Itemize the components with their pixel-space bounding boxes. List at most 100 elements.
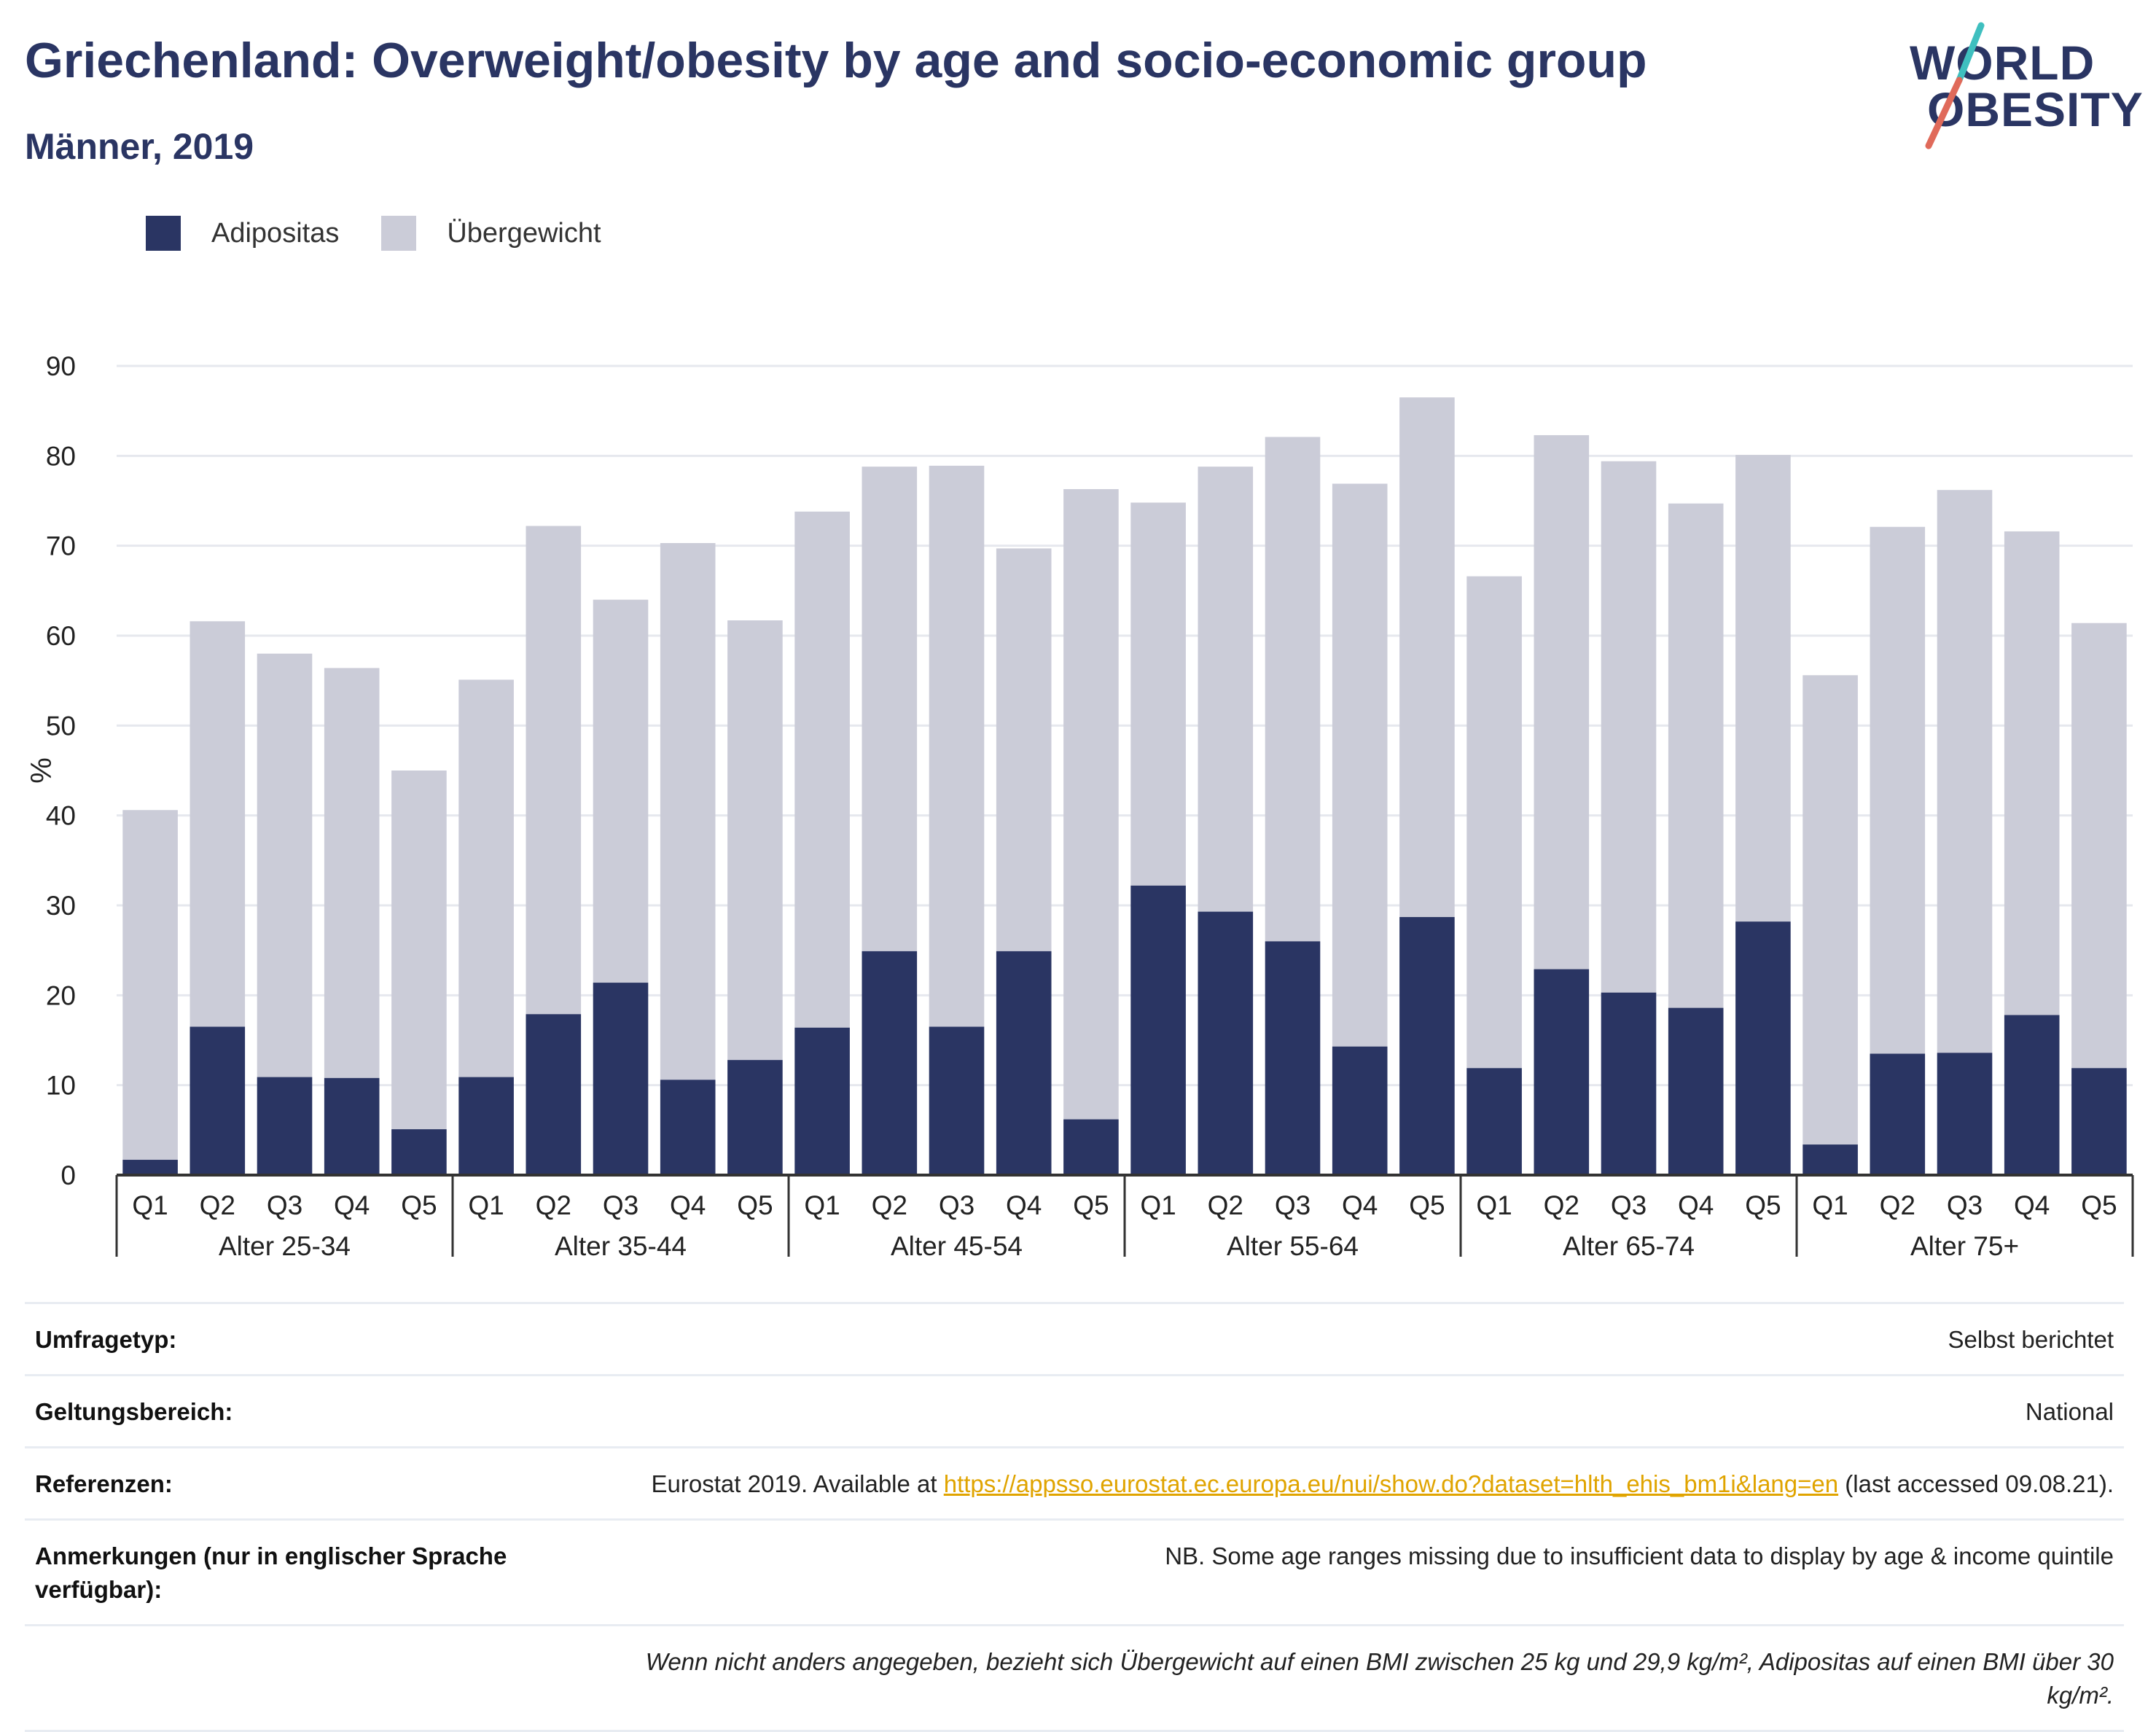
bar-adipositas [1735,921,1791,1175]
bar-adipositas [1265,941,1321,1175]
bar-uebergewicht [190,621,246,1027]
bar-uebergewicht [458,679,514,1077]
references-label: Referenzen: [35,1470,173,1497]
y-tick-label: 60 [46,621,76,651]
legend-item-uebergewicht: Übergewicht [381,216,601,251]
x-tick-label: Q4 [1678,1190,1714,1220]
bar-uebergewicht [1668,503,1724,1008]
bar-adipositas [1534,969,1590,1175]
bar-adipositas [1198,911,1254,1175]
bar-uebergewicht [526,526,582,1015]
group-label: Alter 35-44 [555,1231,687,1261]
bar-uebergewicht [122,810,178,1160]
y-axis-label: % [26,757,58,784]
x-tick-label: Q5 [1409,1190,1445,1220]
bar-adipositas [190,1026,246,1175]
bar-uebergewicht [1399,397,1455,918]
y-tick-label: 80 [46,441,76,471]
bar-adipositas [458,1077,514,1175]
info-row-survey: Umfragetyp: Selbst berichtet [25,1304,2124,1376]
group-label: Alter 25-34 [219,1231,351,1261]
bar-adipositas [1130,885,1186,1175]
bar-adipositas [2071,1068,2127,1175]
bar-adipositas [593,983,649,1175]
y-tick-label: 40 [46,801,76,831]
bar-adipositas [1063,1119,1119,1175]
x-tick-label: Q3 [267,1190,302,1220]
references-link[interactable]: https://appsso.eurostat.ec.europa.eu/nui… [943,1470,1839,1497]
bar-uebergewicht [862,467,918,951]
legend-swatch-uebergewicht [381,216,417,251]
x-tick-label: Q4 [334,1190,370,1220]
stacked-bar-chart: 0 10 20 30 40 50 60 70 80 90% Q1 Q2 Q3 Q4 Q5 Alter 25-3… [26,351,2134,1261]
bar-uebergewicht [1265,437,1321,942]
bar-uebergewicht [727,620,783,1061]
bar-uebergewicht [391,771,447,1130]
notes-label: Anmerkungen (nur in englischer Sprache v… [35,1542,507,1603]
bar-adipositas [1937,1053,1993,1175]
bar-adipositas [862,951,918,1175]
page-subtitle: Männer, 2019 [25,126,254,167]
bar-uebergewicht [996,548,1052,951]
bar-adipositas [996,951,1052,1175]
group-label: Alter 55-64 [1227,1231,1359,1261]
x-tick-label: Q3 [1611,1190,1647,1220]
info-row-footnote: Wenn nicht anders angegeben, bezieht sic… [25,1626,2124,1732]
bar-uebergewicht [2071,623,2127,1069]
x-tick-label: Q5 [1745,1190,1781,1220]
bar-uebergewicht [794,511,850,1028]
bar-uebergewicht [1534,434,1590,970]
bar-adipositas [2004,1015,2060,1175]
x-tick-label: Q3 [1275,1190,1311,1220]
x-tick-label: Q2 [1544,1190,1579,1220]
x-tick-label: Q4 [670,1190,706,1220]
x-tick-label: Q2 [200,1190,235,1220]
bar-adipositas [257,1077,313,1175]
references-suffix: (last accessed 09.08.21). [1838,1470,2114,1497]
legend-swatch-adipositas [146,216,181,251]
y-tick-label: 10 [46,1071,76,1101]
x-tick-label: Q1 [1476,1190,1512,1220]
x-tick-label: Q5 [1073,1190,1109,1220]
x-tick-label: Q2 [872,1190,907,1220]
legend-label-uebergewicht: Übergewicht [447,217,601,249]
bar-uebergewicht [929,465,985,1027]
x-tick-label: Q3 [939,1190,975,1220]
references-value: Eurostat 2019. Available at https://apps… [652,1467,2114,1501]
x-tick-label: Q4 [1006,1190,1042,1220]
y-tick-label: 30 [46,891,76,921]
bar-uebergewicht [324,668,380,1078]
notes-value: NB. Some age ranges missing due to insuf… [1165,1542,2114,1569]
bar-adipositas [324,1077,380,1175]
bar-adipositas [727,1060,783,1175]
info-row-references: Referenzen: Eurostat 2019. Available at … [25,1448,2124,1521]
group-label: Alter 75+ [1910,1231,2019,1261]
bar-uebergewicht [1198,467,1254,912]
bar-adipositas [526,1014,582,1175]
bar-uebergewicht [1466,576,1522,1069]
bar-adipositas [1668,1007,1724,1175]
x-tick-label: Q4 [1342,1190,1378,1220]
survey-label: Umfragetyp: [35,1326,177,1353]
x-tick-label: Q3 [1947,1190,1983,1220]
chart-legend: Adipositas Übergewicht [146,216,644,251]
y-tick-label: 90 [46,351,76,381]
x-tick-label: Q1 [468,1190,504,1220]
x-tick-label: Q2 [536,1190,571,1220]
logo-slash-icon [1925,22,1985,149]
x-tick-label: Q5 [401,1190,437,1220]
info-row-notes: Anmerkungen (nur in englischer Sprache v… [25,1521,2124,1626]
bar-adipositas [929,1026,985,1175]
x-tick-label: Q5 [737,1190,773,1220]
x-tick-label: Q3 [603,1190,638,1220]
survey-value: Selbst berichtet [1948,1326,2114,1353]
x-tick-label: Q4 [2014,1190,2050,1220]
world-obesity-logo: WORLD OBESITY [1895,22,2143,153]
bar-adipositas [122,1160,178,1175]
bar-uebergewicht [1870,526,1926,1054]
logo-line1: WORLD [1910,36,2096,90]
legend-item-adipositas: Adipositas [146,216,339,251]
y-tick-label: 20 [46,980,76,1010]
page-title: Griechenland: Overweight/obesity by age … [25,33,1647,88]
y-tick-label: 0 [60,1160,76,1190]
